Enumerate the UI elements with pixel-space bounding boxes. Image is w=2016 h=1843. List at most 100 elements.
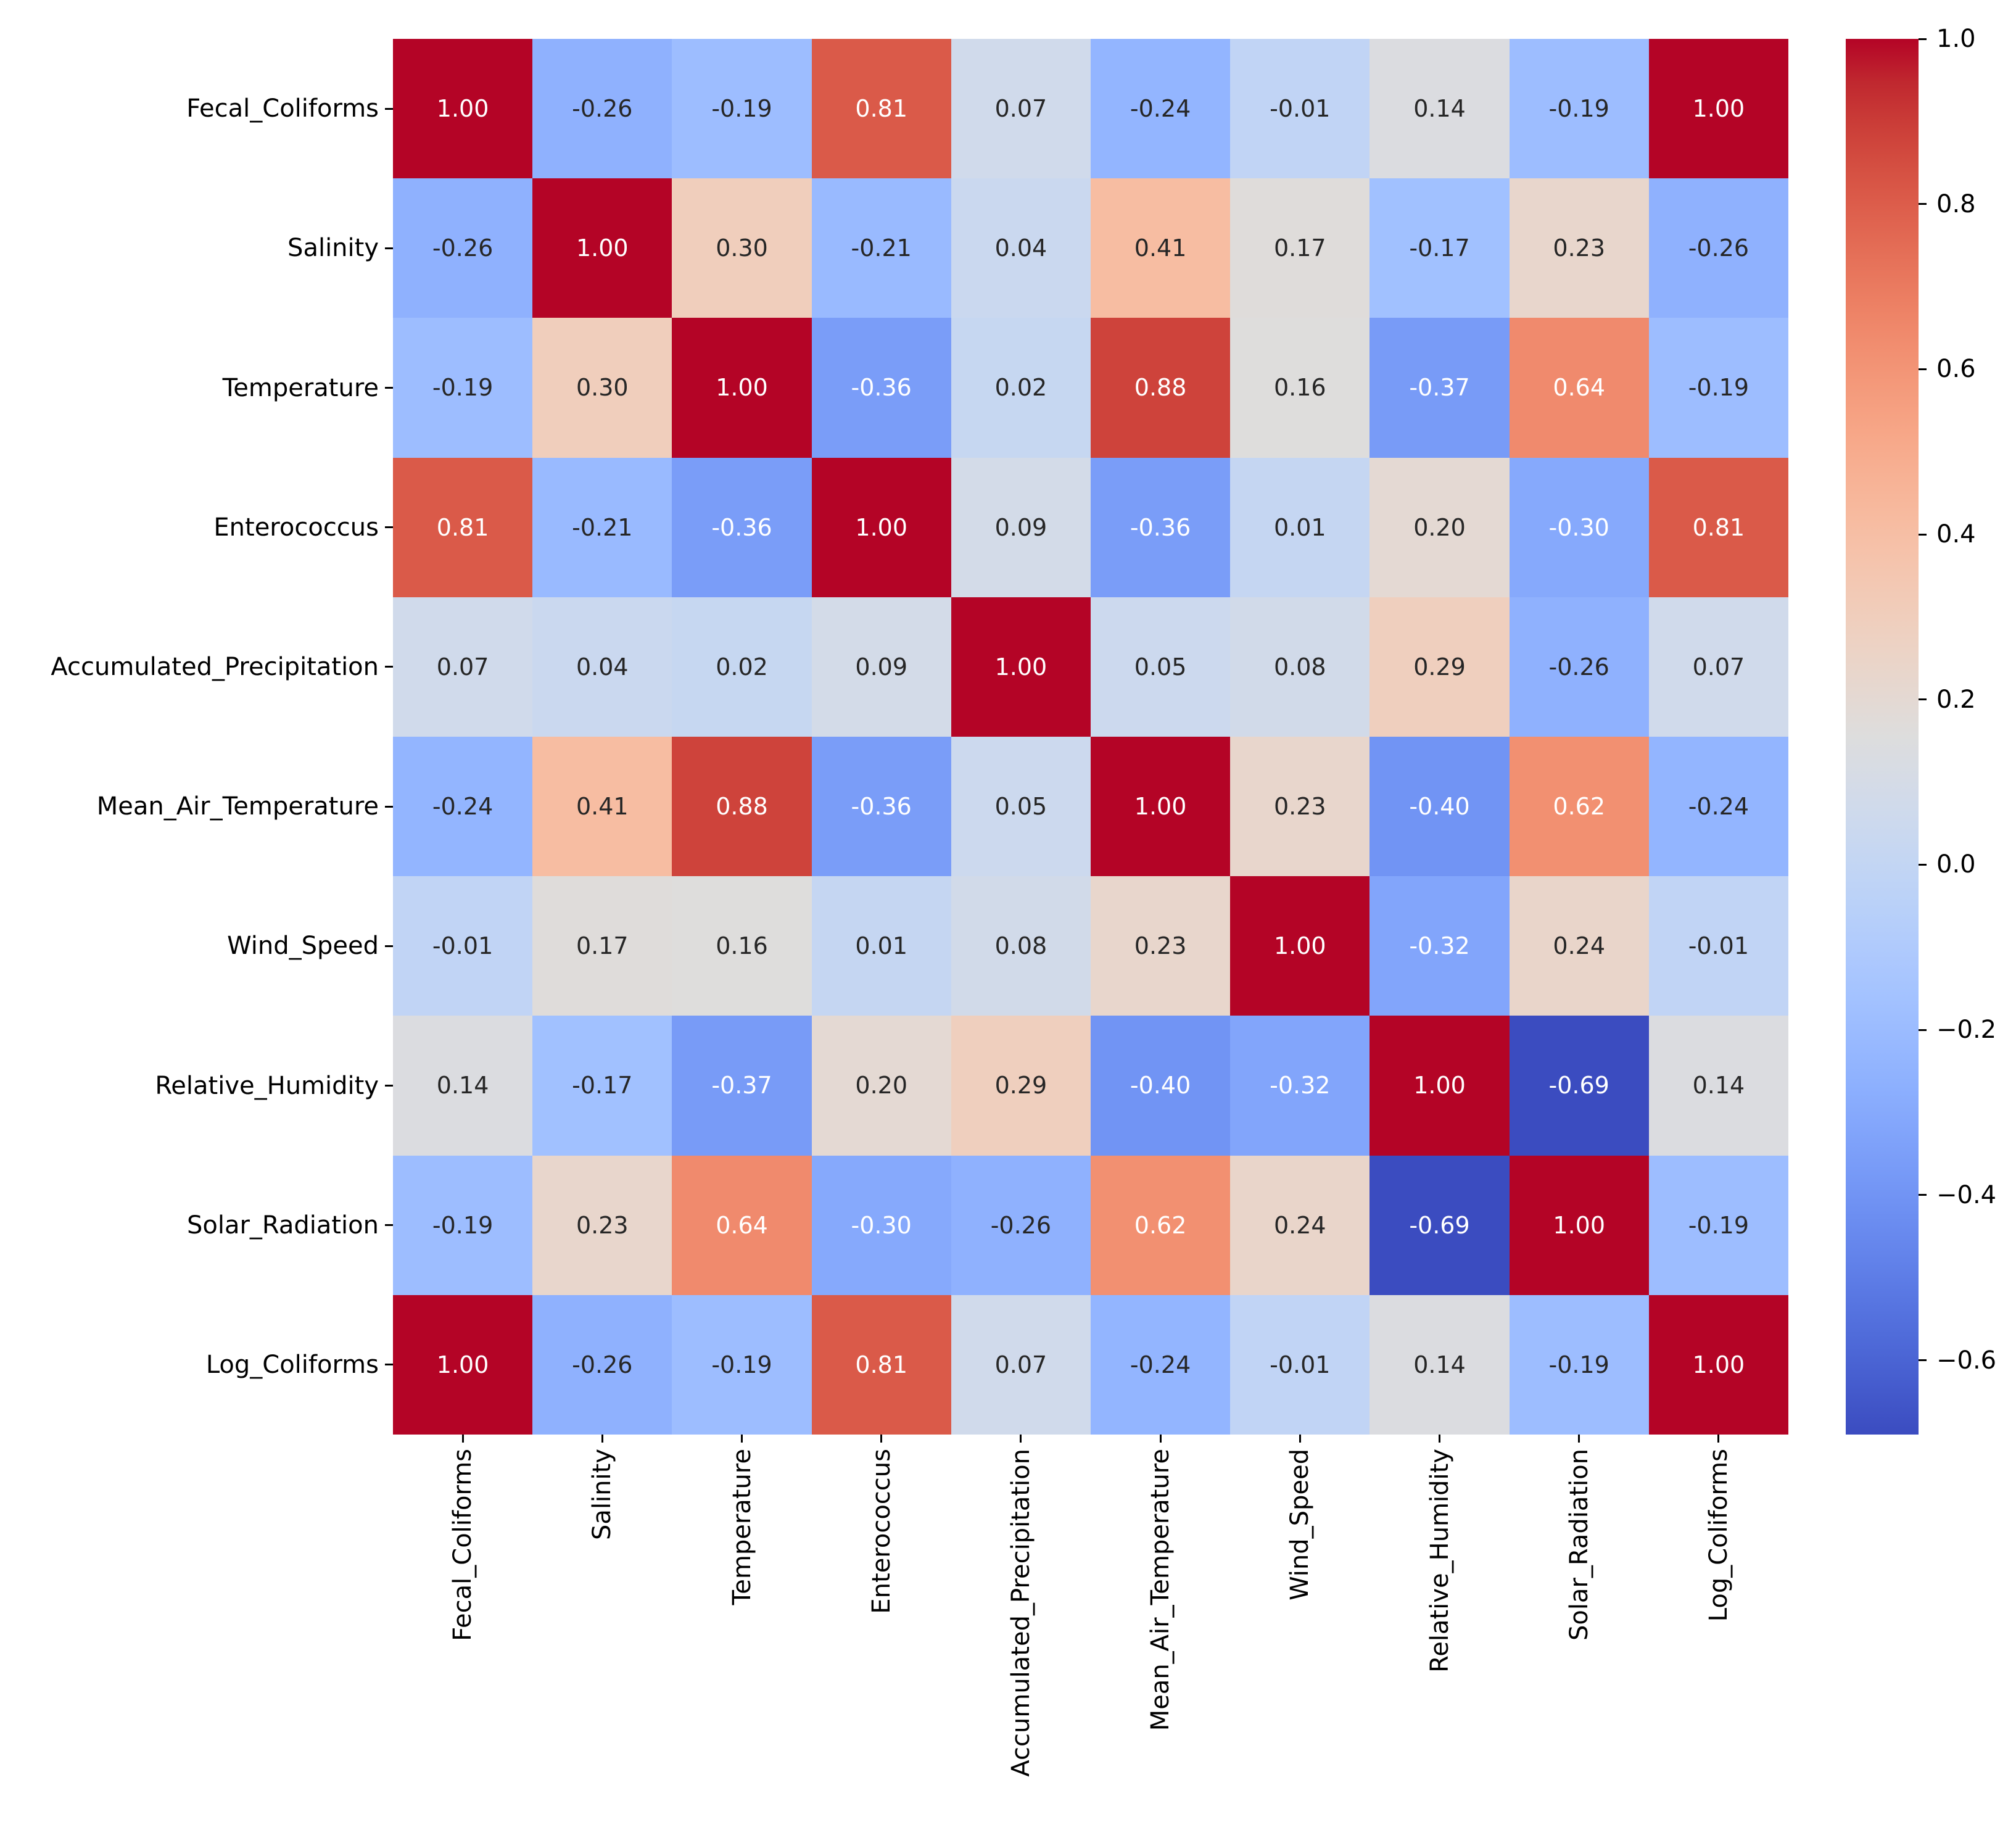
heatmap-cell: 0.17 — [1230, 178, 1370, 318]
colorbar — [1846, 39, 1919, 1435]
colorbar-tick-label: 0.0 — [1936, 850, 1976, 879]
heatmap-cell: 0.07 — [393, 597, 533, 737]
heatmap-cell: 0.81 — [393, 457, 533, 597]
heatmap-cell: -0.19 — [393, 318, 533, 458]
heatmap-cell: -0.40 — [1369, 736, 1510, 877]
heatmap-cell: -0.30 — [811, 1155, 951, 1295]
heatmap-cell: -0.19 — [672, 39, 812, 179]
heatmap-cell: 0.23 — [1509, 178, 1649, 318]
x-tick-mark — [1439, 1435, 1440, 1443]
heatmap-cell: -0.01 — [393, 876, 533, 1016]
heatmap-cell: 0.04 — [532, 597, 672, 737]
heatmap-cell: 0.14 — [393, 1016, 533, 1156]
heatmap-cell: -0.24 — [1090, 1294, 1231, 1435]
y-tick-mark — [385, 247, 393, 249]
x-tick-label: Enterococcus — [867, 1449, 896, 1614]
heatmap-cell: 1.00 — [811, 457, 951, 597]
x-tick-mark — [741, 1435, 743, 1443]
y-tick-mark — [385, 107, 393, 110]
heatmap-cell: 0.88 — [672, 736, 812, 877]
heatmap-cell: 0.23 — [1230, 736, 1370, 877]
colorbar-tick-mark — [1919, 1029, 1927, 1031]
x-tick-mark — [1578, 1435, 1580, 1443]
heatmap-cell: 1.00 — [1509, 1155, 1649, 1295]
heatmap-cell: 0.88 — [1090, 318, 1231, 458]
y-tick-label: Relative_Humidity — [155, 1071, 379, 1100]
heatmap-cell: -0.21 — [532, 457, 672, 597]
y-tick-mark — [385, 945, 393, 947]
heatmap-cell: -0.26 — [951, 1155, 1091, 1295]
x-tick-mark — [461, 1435, 464, 1443]
x-tick-mark — [880, 1435, 883, 1443]
y-tick-label: Salinity — [287, 234, 379, 263]
heatmap-cell: 0.14 — [1369, 39, 1510, 179]
heatmap-cell: 0.29 — [951, 1016, 1091, 1156]
colorbar-tick-label: 0.8 — [1936, 189, 1976, 218]
heatmap-cell: 0.16 — [1230, 318, 1370, 458]
heatmap-cell: 0.62 — [1090, 1155, 1231, 1295]
heatmap-cell: -0.69 — [1509, 1016, 1649, 1156]
heatmap-grid: 1.00 -0.26 -0.19 0.81 0.07 -0.24 -0.01 0.14 -0.1… — [393, 39, 1788, 1435]
heatmap-cell: 0.01 — [811, 876, 951, 1016]
heatmap-cell: -0.36 — [811, 736, 951, 877]
colorbar-tick-label: 0.4 — [1936, 520, 1976, 549]
y-tick-mark — [385, 666, 393, 668]
heatmap-cell: 0.09 — [951, 457, 1091, 597]
colorbar-tick-mark — [1919, 698, 1927, 701]
heatmap-cell: -0.19 — [672, 1294, 812, 1435]
heatmap-cell: 0.07 — [951, 39, 1091, 179]
heatmap-cell: -0.36 — [811, 318, 951, 458]
colorbar-tick-mark — [1919, 863, 1927, 866]
heatmap-cell: 1.00 — [1090, 736, 1231, 877]
heatmap-cell: -0.69 — [1369, 1155, 1510, 1295]
x-tick-label: Mean_Air_Temperature — [1146, 1449, 1175, 1731]
heatmap-cell: 0.05 — [1090, 597, 1231, 737]
x-tick-label: Relative_Humidity — [1425, 1449, 1454, 1673]
x-tick-label: Temperature — [727, 1449, 756, 1605]
heatmap-cell: 0.24 — [1509, 876, 1649, 1016]
heatmap-cell: -0.19 — [1648, 318, 1788, 458]
heatmap-cell: 1.00 — [1369, 1016, 1510, 1156]
heatmap-cell: 0.24 — [1230, 1155, 1370, 1295]
heatmap-cell: 0.02 — [951, 318, 1091, 458]
heatmap-cell: -0.30 — [1509, 457, 1649, 597]
colorbar-tick-label: −0.2 — [1936, 1016, 1997, 1045]
x-tick-mark — [1159, 1435, 1162, 1443]
heatmap-cell: -0.26 — [532, 39, 672, 179]
y-tick-mark — [385, 805, 393, 808]
heatmap-cell: 0.23 — [1090, 876, 1231, 1016]
heatmap-cell: -0.37 — [672, 1016, 812, 1156]
heatmap-cell: 1.00 — [1648, 1294, 1788, 1435]
heatmap-cell: 0.62 — [1509, 736, 1649, 877]
heatmap-cell: 0.20 — [811, 1016, 951, 1156]
heatmap-cell: -0.36 — [672, 457, 812, 597]
y-tick-mark — [385, 1364, 393, 1366]
heatmap-cell: 1.00 — [951, 597, 1091, 737]
x-tick-mark — [601, 1435, 603, 1443]
colorbar-tick-mark — [1919, 533, 1927, 536]
colorbar-tick-mark — [1919, 368, 1927, 370]
heatmap-cell: 0.17 — [532, 876, 672, 1016]
heatmap-cell: 0.20 — [1369, 457, 1510, 597]
heatmap-cell: 0.02 — [672, 597, 812, 737]
y-tick-label: Log_Coliforms — [205, 1350, 379, 1379]
heatmap-cell: 0.16 — [672, 876, 812, 1016]
heatmap-cell: -0.01 — [1230, 1294, 1370, 1435]
heatmap-cell: 0.81 — [811, 39, 951, 179]
heatmap-cell: 0.30 — [672, 178, 812, 318]
heatmap-cell: 0.81 — [1648, 457, 1788, 597]
heatmap-cell: 0.81 — [811, 1294, 951, 1435]
y-tick-label: Mean_Air_Temperature — [96, 792, 379, 821]
heatmap-cell: -0.17 — [532, 1016, 672, 1156]
heatmap-cell: 0.08 — [951, 876, 1091, 1016]
heatmap-cell: -0.26 — [393, 178, 533, 318]
colorbar-tick-label: −0.6 — [1936, 1346, 1997, 1375]
heatmap-cell: 0.04 — [951, 178, 1091, 318]
heatmap-cell: -0.32 — [1230, 1016, 1370, 1156]
heatmap-cell: 0.07 — [1648, 597, 1788, 737]
colorbar-tick-label: 0.2 — [1936, 685, 1976, 714]
heatmap-cell: 0.64 — [1509, 318, 1649, 458]
colorbar-tick-label: −0.4 — [1936, 1180, 1997, 1209]
x-tick-mark — [1299, 1435, 1301, 1443]
